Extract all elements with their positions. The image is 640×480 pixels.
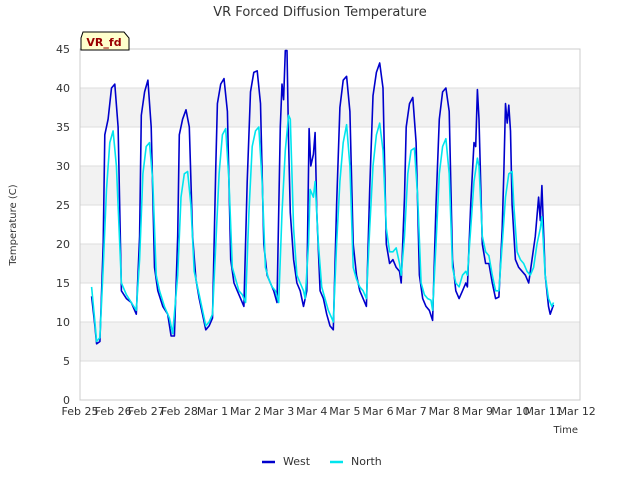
grid-band <box>80 205 580 244</box>
y-tick-label: 35 <box>56 121 70 134</box>
x-tick-label: Mar 2 <box>230 405 261 418</box>
x-tick-label: Mar 9 <box>462 405 493 418</box>
y-tick-label: 30 <box>56 160 70 173</box>
plot-frame <box>79 48 581 401</box>
x-tick-label: Feb 27 <box>128 405 165 418</box>
chart-title: VR Forced Diffusion Temperature <box>213 5 427 20</box>
x-axis-label: Time <box>553 425 578 436</box>
x-tick-label: Feb 25 <box>62 405 99 418</box>
y-axis-label: Temperature (C) <box>8 184 19 266</box>
grid-band <box>80 322 580 361</box>
x-tick-label: Mar 3 <box>263 405 294 418</box>
legend-label-north: North <box>351 455 382 468</box>
y-tick-label: 5 <box>63 355 70 368</box>
y-tick-label: 45 <box>56 43 70 56</box>
series-line-west <box>90 49 555 345</box>
grid-band <box>80 166 580 205</box>
series-lines <box>90 49 555 345</box>
grid-band <box>80 361 580 400</box>
y-tick-label: 40 <box>56 82 70 95</box>
grid-band <box>80 49 580 88</box>
grid-band <box>80 127 580 166</box>
y-tick-label: 10 <box>56 316 70 329</box>
y-tick-label: 25 <box>56 199 70 212</box>
x-tick-label: Mar 11 <box>524 405 562 418</box>
x-tick-label: Mar 4 <box>296 405 327 418</box>
grid-band <box>80 88 580 127</box>
series-line-north <box>90 114 555 343</box>
y-tick-label: 0 <box>63 394 70 407</box>
grid-band <box>80 244 580 283</box>
x-tick-label: Mar 1 <box>197 405 228 418</box>
x-tick-label: Mar 6 <box>362 405 393 418</box>
x-tick-label: Mar 10 <box>491 405 529 418</box>
station-badge: VR_fd <box>80 31 130 51</box>
y-tick-label: 20 <box>56 238 70 251</box>
y-axis-ticks: 0 5 10 15 20 25 30 35 40 45 <box>56 43 70 407</box>
x-tick-label: Mar 5 <box>329 405 360 418</box>
x-tick-label: Mar 12 <box>558 405 596 418</box>
x-tick-label: Feb 28 <box>161 405 198 418</box>
badge-shape <box>80 31 130 51</box>
badge-label: VR_fd <box>86 36 121 49</box>
legend: West North <box>262 455 382 468</box>
x-tick-label: Mar 8 <box>429 405 460 418</box>
plot-background <box>80 49 580 400</box>
y-tick-label: 15 <box>56 277 70 290</box>
x-tick-label: Mar 7 <box>396 405 427 418</box>
x-tick-label: Feb 26 <box>95 405 132 418</box>
legend-label-west: West <box>283 455 311 468</box>
